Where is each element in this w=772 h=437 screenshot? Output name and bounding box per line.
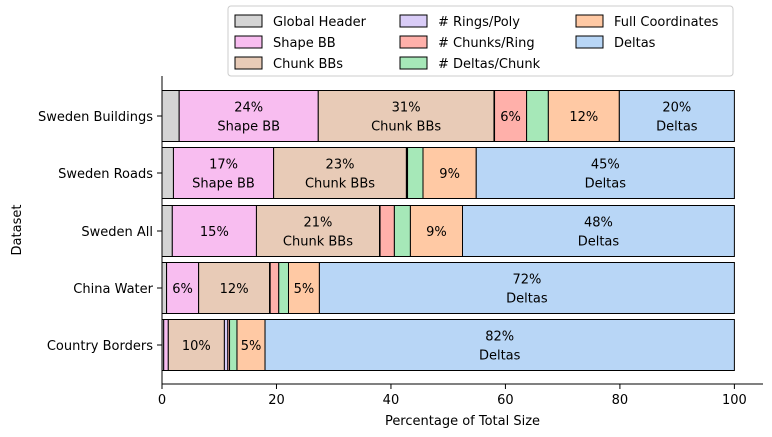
- bar-sweden-all-chunk-bbs: [255, 205, 381, 257]
- data-label-sweden-all-shape-bb: 15%: [200, 225, 229, 240]
- legend: Global Header Shape BB Chunk BBs # Rings/Po…: [227, 5, 734, 77]
- x-tick-label: 40: [383, 393, 400, 408]
- data-label-china-water-chunk-bbs: 12%: [220, 282, 249, 297]
- data-label-sweden-buildings-chunks-ring: 6%: [500, 110, 521, 125]
- x-tick-label: 60: [497, 393, 514, 408]
- bars-layer: 24% Shape BB 31% Chunk BBs 6% 12% 20% Deltas 17%…: [161, 90, 735, 371]
- data-label-country-borders-chunk-bbs: 10%: [182, 339, 211, 354]
- axes-layer: 0 20 40 60 80 100 Sweden Buildings Sweden Roads…: [10, 76, 763, 429]
- data-label-sweden-buildings-shape-bb: 24% Shape BB: [217, 101, 280, 135]
- bar-sweden-buildings-chunks-ring: [494, 90, 528, 142]
- legend-label-chunks-ring: # Chunks/Ring: [438, 36, 535, 51]
- bar-sweden-buildings-shape-bb: [178, 90, 319, 142]
- data-label-sweden-buildings-chunk-bbs: 31% Chunk BBs: [371, 101, 441, 135]
- data-label-country-borders-deltas: 82% Deltas: [479, 330, 521, 364]
- data-label-sweden-roads-full-coordinates: 9%: [439, 167, 460, 182]
- bar-china-water-deltas-chunk: [278, 262, 289, 314]
- legend-label-shape-bb: Shape BB: [273, 36, 336, 51]
- x-tick-label: 20: [268, 393, 285, 408]
- legend-swatch-deltas-chunk: [399, 56, 428, 70]
- bar-sweden-all-deltas-chunk: [393, 205, 411, 257]
- legend-label-rings-poly: # Rings/Poly: [438, 15, 520, 30]
- data-label-sweden-buildings-deltas: 20% Deltas: [656, 101, 698, 135]
- legend-swatch-deltas: [575, 35, 604, 49]
- bar-sweden-all-deltas: [462, 205, 735, 257]
- bar-sweden-buildings-global-header: [161, 90, 180, 142]
- legend-swatch-full-coordinates: [575, 14, 604, 28]
- legend-box: [227, 5, 734, 77]
- bar-china-water-chunk-bbs: [198, 262, 271, 314]
- legend-swatch-shape-bb: [234, 35, 263, 49]
- data-label-country-borders-full-coordinates: 5%: [241, 339, 262, 354]
- data-label-sweden-roads-chunk-bbs: 23% Chunk BBs: [305, 158, 375, 192]
- bar-sweden-all-global-header: [161, 205, 173, 257]
- bar-country-borders-chunk-bbs: [167, 319, 225, 371]
- legend-label-deltas: Deltas: [614, 36, 656, 51]
- data-label-sweden-roads-shape-bb: 17% Shape BB: [192, 158, 255, 192]
- data-label-sweden-all-chunk-bbs: 21% Chunk BBs: [283, 216, 353, 250]
- data-label-sweden-buildings-full-coordinates: 12%: [569, 110, 598, 125]
- y-tick-label-china-water: China Water: [73, 282, 153, 297]
- legend-swatch-chunks-ring: [399, 35, 428, 49]
- bar-sweden-buildings-deltas: [618, 90, 735, 142]
- bar-sweden-roads-chunk-bbs: [273, 147, 407, 199]
- legend-label-global-header: Global Header: [273, 15, 367, 30]
- bar-sweden-buildings-full-coordinates: [547, 90, 620, 142]
- bar-country-borders-rings-poly: [223, 319, 229, 371]
- y-tick-label-sweden-all: Sweden All: [81, 225, 153, 240]
- legend-label-full-coordinates: Full Coordinates: [614, 15, 719, 30]
- data-label-sweden-roads-deltas: 45% Deltas: [585, 158, 627, 192]
- bar-country-borders-deltas-chunk: [229, 319, 238, 371]
- bar-sweden-roads-deltas: [475, 147, 735, 199]
- legend-label-deltas-chunk: # Deltas/Chunk: [438, 57, 541, 72]
- bar-china-water-full-coordinates: [287, 262, 320, 314]
- bar-sweden-all-chunks-ring: [379, 205, 395, 257]
- legend-swatch-rings-poly: [399, 14, 428, 28]
- bar-country-borders-shape-bb: [163, 319, 169, 371]
- data-label-china-water-deltas: 72% Deltas: [506, 273, 548, 307]
- y-tick-label-sweden-buildings: Sweden Buildings: [38, 110, 153, 125]
- data-label-sweden-all-full-coordinates: 9%: [426, 225, 447, 240]
- legend-swatch-global-header: [234, 14, 263, 28]
- bar-sweden-roads-global-header: [161, 147, 174, 199]
- y-tick-label-country-borders: Country Borders: [47, 339, 153, 354]
- bar-china-water-deltas: [318, 262, 735, 314]
- bar-country-borders-deltas: [264, 319, 735, 371]
- x-axis-title: Percentage of Total Size: [385, 414, 540, 429]
- y-axis-title: Dataset: [10, 205, 25, 256]
- bar-china-water-shape-bb: [166, 262, 200, 314]
- bar-china-water-chunks-ring: [269, 262, 280, 314]
- bar-sweden-all-shape-bb: [171, 205, 257, 257]
- x-tick-label: 0: [158, 393, 166, 408]
- bar-sweden-all-full-coordinates: [409, 205, 463, 257]
- bar-sweden-buildings-deltas-chunk: [526, 90, 549, 142]
- x-tick-label: 100: [722, 393, 747, 408]
- data-label-sweden-all-deltas: 48% Deltas: [578, 216, 620, 250]
- bar-china-water-global-header: [161, 262, 168, 314]
- legend-swatch-chunk-bbs: [234, 56, 263, 70]
- bar-sweden-roads-shape-bb: [172, 147, 275, 199]
- y-tick-label-sweden-roads: Sweden Roads: [58, 167, 153, 182]
- legend-label-chunk-bbs: Chunk BBs: [273, 57, 343, 72]
- data-label-china-water-full-coordinates: 5%: [294, 282, 315, 297]
- bar-sweden-roads-full-coordinates: [422, 147, 477, 199]
- x-tick-label: 80: [612, 393, 629, 408]
- bar-sweden-roads-deltas-chunk: [407, 147, 424, 199]
- data-label-china-water-shape-bb: 6%: [172, 282, 193, 297]
